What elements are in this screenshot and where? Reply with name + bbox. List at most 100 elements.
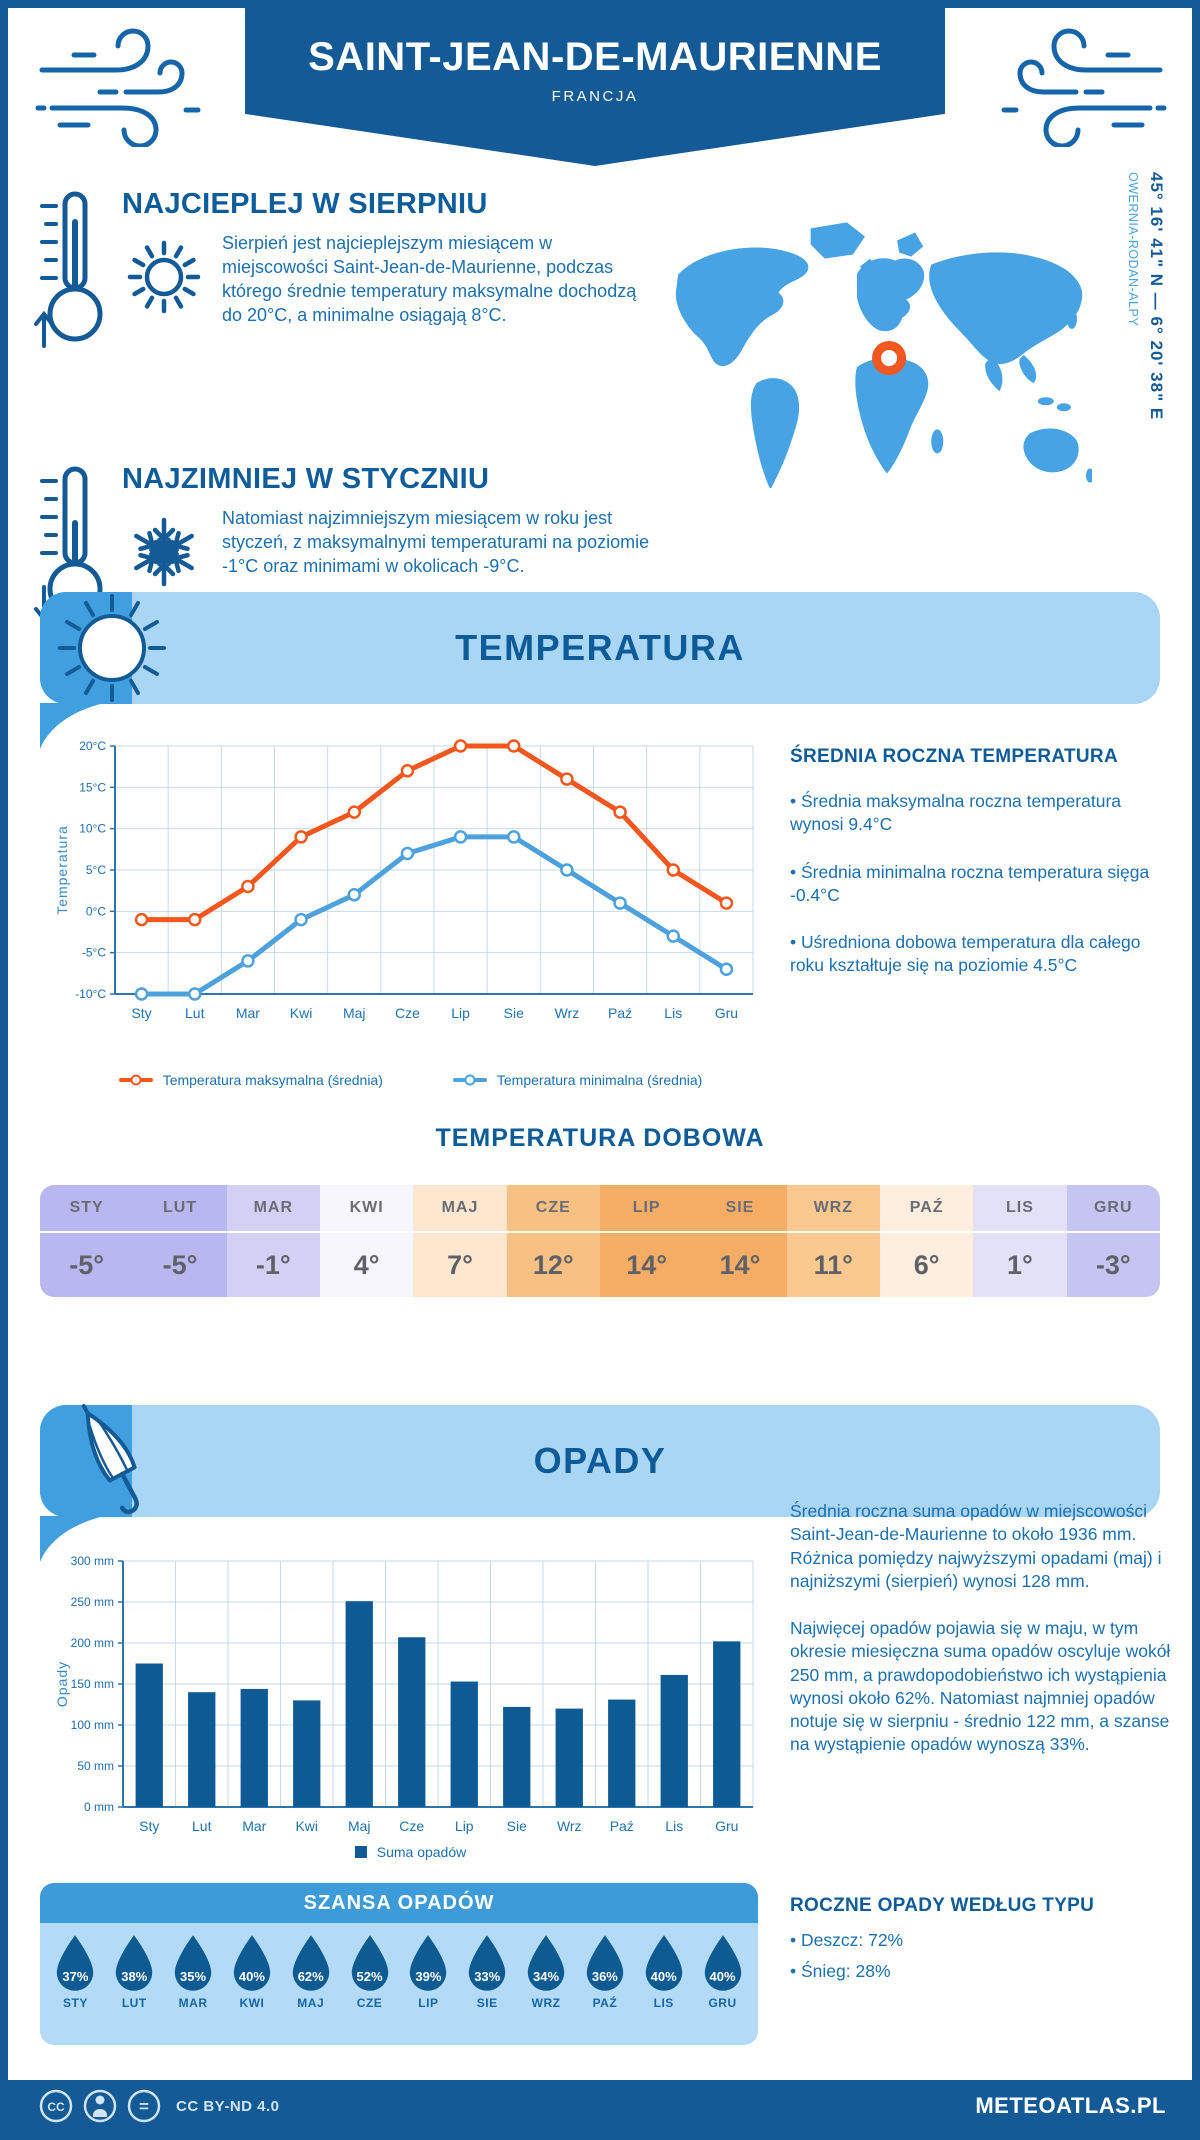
svg-text:Wrz: Wrz — [557, 1818, 582, 1834]
x-axis-labels: Sty Lut Mar Kwi Maj Cze Lip Sie Wrz Paź Lis Gru — [139, 1818, 738, 1834]
y-axis-title: Temperatura — [54, 825, 70, 915]
droplet-icon: 40% — [641, 1933, 687, 1993]
svg-text:Sie: Sie — [507, 1818, 527, 1834]
droplet-icon: 35% — [170, 1933, 216, 1993]
svg-text:-5°C: -5°C — [82, 946, 106, 960]
daily-temp-month: WRZ — [786, 1185, 880, 1233]
chance-month: MAJ — [297, 1996, 325, 2010]
precip-chance-item: 40% GRU — [693, 1933, 752, 2045]
license-text: CC BY-ND 4.0 — [176, 2097, 280, 2115]
svg-text:50 mm: 50 mm — [77, 1759, 114, 1773]
region-text: OWERNIA-RODAN-ALPY — [1126, 172, 1140, 327]
svg-text:Maj: Maj — [343, 1005, 366, 1021]
annual-temp-bullet: Uśredniona dobowa temperatura dla całego… — [790, 931, 1174, 978]
bar-Mar — [240, 1688, 268, 1807]
chance-month: MAR — [178, 1996, 208, 2010]
precipitation-chart: 0 mm 50 mm 100 mm 150 mm 200 mm 250 mm 300 mm S… — [54, 1554, 754, 1834]
brand-text: METEOATLAS.PL — [975, 2093, 1166, 2118]
umbrella-badge-icon — [81, 1404, 139, 1514]
location-marker — [871, 340, 907, 376]
svg-text:Mar: Mar — [236, 1005, 260, 1021]
y-axis-labels: 0 mm 50 mm 100 mm 150 mm 200 mm 250 mm 300 mm — [71, 1554, 123, 1814]
droplet-icon: 40% — [229, 1933, 275, 1993]
daily-temp-column: GRU -3° — [1066, 1185, 1160, 1297]
daily-temp-value: 14° — [719, 1249, 761, 1280]
precip-chance-item: 36% PAŹ — [575, 1933, 634, 2045]
coldest-title: NAJZIMNIEJ W STYCZNIU — [122, 463, 490, 495]
svg-text:Lis: Lis — [664, 1005, 682, 1021]
chance-percent: 40% — [709, 1969, 736, 1984]
chance-month: STY — [62, 1996, 88, 2010]
svg-text:Gru: Gru — [715, 1818, 738, 1834]
warmest-month-block: NAJCIEPLEJ W SIERPNIU Sierpień jest najc… — [34, 188, 659, 353]
bar-Sie — [503, 1706, 531, 1807]
temperature-section-header: TEMPERATURA — [40, 592, 1160, 704]
bar-Paź — [608, 1699, 636, 1807]
chance-month: CZE — [356, 1996, 383, 2010]
daily-temp-month: CZE — [506, 1185, 600, 1233]
chance-month: GRU — [708, 1996, 737, 2010]
sun-badge-icon — [58, 594, 166, 702]
precipitation-type-bullet: Deszcz: 72% — [790, 1929, 1174, 1952]
daily-temp-column: CZE 12° — [506, 1185, 600, 1297]
chance-percent: 39% — [415, 1969, 442, 1984]
precipitation-paragraph: Najwięcej opadów pojawia się w maju, w t… — [790, 1618, 1171, 1755]
precipitation-type-block: ROCZNE OPADY WEDŁUG TYPU Deszcz: 72% Śni… — [790, 1895, 1174, 1992]
svg-text:=: = — [139, 2097, 149, 2116]
daily-temp-month: LIP — [599, 1185, 694, 1233]
droplet-icon: 52% — [347, 1933, 393, 1993]
precip-chance-item: 37% STY — [46, 1933, 105, 2045]
droplet-icon: 33% — [464, 1933, 510, 1993]
temperature-section-title: TEMPERATURA — [455, 627, 745, 668]
daily-temp-column: SIE 14° — [693, 1185, 787, 1297]
daily-temp-month: PAŹ — [879, 1185, 974, 1233]
snowflake-icon — [122, 510, 206, 594]
coldest-month-block: NAJZIMNIEJ W STYCZNIU Natomiast najzimni… — [34, 463, 659, 628]
precip-chance-heading: SZANSA OPADÓW — [40, 1883, 758, 1923]
svg-text:5°C: 5°C — [86, 863, 106, 877]
y-axis-labels: -10°C -5°C 0°C 5°C 10°C 15°C 20°C — [75, 739, 115, 1001]
precip-chance-item: 39% LIP — [399, 1933, 458, 2045]
daily-temp-column: LUT -5° — [133, 1185, 227, 1297]
daily-temp-value: -3° — [1095, 1249, 1131, 1280]
svg-text:Sty: Sty — [131, 1005, 151, 1021]
svg-text:Lip: Lip — [451, 1005, 470, 1021]
legend-item-sum: Suma opadów — [354, 1844, 466, 1860]
precip-chance-item: 40% KWI — [222, 1933, 281, 2045]
svg-text:Cze: Cze — [399, 1818, 424, 1834]
daily-temp-value: 7° — [447, 1249, 473, 1280]
world-map — [660, 214, 1095, 490]
svg-text:Paź: Paź — [610, 1818, 634, 1834]
daily-temp-column: STY -5° — [40, 1185, 134, 1297]
svg-text:300 mm: 300 mm — [71, 1554, 114, 1568]
chance-percent: 36% — [591, 1969, 618, 1984]
svg-text:Sty: Sty — [139, 1818, 159, 1834]
coordinates-column: 45° 16' 41" N — 6° 20' 38" E OWERNIA-ROD… — [1126, 172, 1166, 602]
svg-text:Paź: Paź — [608, 1005, 632, 1021]
bar-Gru — [713, 1641, 741, 1807]
temperature-legend: Temperatura maksymalna (średnia) Tempera… — [53, 1072, 768, 1088]
svg-text:0°C: 0°C — [86, 904, 106, 918]
daily-temp-month: MAJ — [413, 1185, 507, 1233]
daily-temp-column: LIP 14° — [599, 1185, 694, 1297]
bar-Wrz — [555, 1708, 583, 1807]
band-tail — [40, 1516, 104, 1562]
precipitation-type-bullet: Śnieg: 28% — [790, 1960, 1174, 1983]
precipitation-paragraph: Średnia roczna suma opadów w miejscowośc… — [790, 1501, 1162, 1591]
bar-Maj — [345, 1601, 373, 1807]
chance-percent: 35% — [180, 1969, 207, 1984]
line-series-0 — [134, 739, 734, 927]
annual-temp-bullet: Średnia minimalna roczna temperatura się… — [790, 861, 1174, 908]
annual-temperature-heading: ŚREDNIA ROCZNA TEMPERATURA — [790, 746, 1118, 767]
daily-temp-value: 4° — [353, 1249, 380, 1280]
warmest-title: NAJCIEPLEJ W SIERPNIU — [122, 188, 488, 220]
sum-series-swatch — [354, 1846, 367, 1858]
svg-text:15°C: 15°C — [79, 780, 106, 794]
droplet-icon: 62% — [288, 1933, 334, 1993]
wind-icon — [992, 22, 1172, 149]
daily-temp-month: SIE — [693, 1185, 787, 1233]
daily-temp-month: KWI — [319, 1185, 414, 1233]
svg-text:Cze: Cze — [395, 1005, 420, 1021]
chance-month: KWI — [239, 1996, 265, 2010]
precipitation-type-heading: ROCZNE OPADY WEDŁUG TYPU — [790, 1895, 1095, 1916]
